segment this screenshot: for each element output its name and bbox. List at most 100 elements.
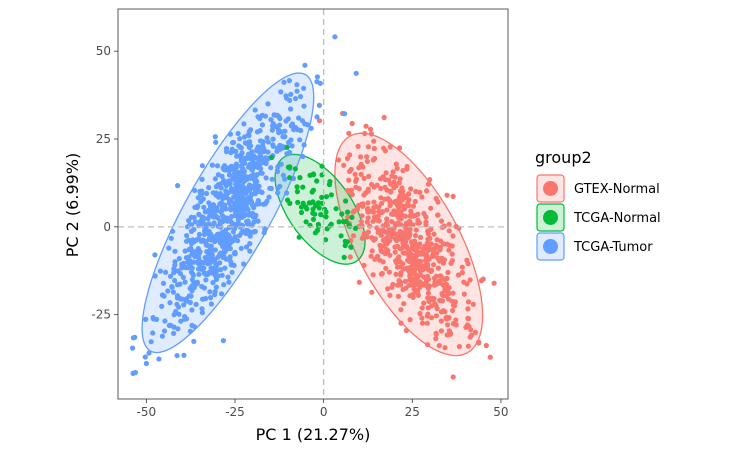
point-gtex-normal	[438, 309, 445, 315]
point-gtex-normal	[364, 219, 370, 225]
point-tcga-tumor	[199, 191, 205, 197]
point-tcga-tumor	[263, 160, 269, 167]
point-gtex-normal	[459, 270, 465, 276]
point-tcga-tumor	[184, 233, 190, 239]
point-tcga-tumor	[249, 149, 255, 155]
point-gtex-normal	[425, 181, 432, 187]
point-tcga-tumor	[241, 185, 247, 191]
point-gtex-normal	[392, 249, 398, 255]
point-tcga-tumor	[222, 249, 228, 255]
point-tcga-tumor	[214, 207, 220, 213]
point-tcga-tumor	[203, 277, 209, 283]
point-tcga-tumor	[228, 149, 234, 156]
point-gtex-normal	[405, 257, 411, 263]
point-tcga-tumor	[248, 161, 254, 167]
point-tcga-tumor	[289, 143, 295, 149]
point-gtex-normal	[371, 138, 377, 144]
legend-label: GTEX-Normal	[574, 182, 660, 197]
x-axis-ticks: -50 -25 0 25 50	[137, 399, 509, 419]
point-tcga-tumor	[247, 248, 253, 254]
point-tcga-tumor	[176, 256, 182, 262]
legend: group2 GTEX-Normal TCGA-Normal TCGA-Tumor	[535, 148, 661, 261]
point-tcga-tumor	[259, 170, 265, 176]
point-gtex-normal	[448, 260, 454, 266]
point-tcga-tumor	[287, 97, 293, 103]
point-gtex-normal	[393, 259, 399, 265]
point-gtex-normal	[384, 216, 390, 222]
point-tcga-tumor	[210, 223, 216, 229]
point-gtex-normal	[396, 278, 402, 284]
point-tcga-tumor	[242, 160, 248, 166]
point-gtex-normal	[388, 189, 394, 195]
point-gtex-normal	[384, 241, 390, 247]
point-gtex-normal	[417, 189, 423, 195]
point-gtex-normal	[438, 328, 444, 334]
point-tcga-tumor	[166, 322, 172, 329]
point-tcga-tumor	[197, 264, 203, 270]
point-gtex-normal	[346, 177, 352, 183]
point-tcga-tumor	[257, 162, 263, 168]
point-gtex-normal	[407, 317, 413, 323]
point-gtex-normal	[414, 277, 420, 283]
point-tcga-tumor	[187, 328, 193, 334]
point-tcga-tumor	[206, 185, 212, 191]
point-tcga-tumor	[181, 302, 187, 308]
point-gtex-normal	[431, 231, 437, 237]
point-tcga-tumor	[262, 201, 268, 207]
point-gtex-normal	[395, 282, 401, 288]
point-tcga-tumor	[199, 283, 205, 290]
point-tcga-tumor	[302, 62, 308, 68]
point-tcga-normal	[342, 242, 348, 249]
point-tcga-tumor	[161, 293, 167, 299]
point-gtex-normal	[410, 291, 416, 298]
point-gtex-normal	[406, 218, 412, 225]
point-tcga-normal	[316, 205, 322, 211]
point-gtex-normal	[451, 320, 457, 327]
point-tcga-tumor	[274, 168, 281, 175]
point-tcga-tumor	[231, 175, 237, 181]
point-gtex-normal	[404, 166, 410, 172]
point-gtex-normal	[372, 256, 378, 262]
point-gtex-normal	[450, 307, 456, 314]
point-tcga-tumor	[175, 326, 181, 332]
point-gtex-normal	[356, 165, 362, 171]
point-tcga-tumor	[182, 248, 188, 254]
point-gtex-normal	[359, 235, 365, 241]
point-tcga-normal	[312, 230, 318, 236]
point-tcga-tumor	[238, 157, 244, 163]
point-gtex-normal	[435, 212, 441, 218]
point-tcga-tumor	[266, 194, 272, 200]
point-tcga-tumor	[218, 267, 224, 273]
point-tcga-tumor	[269, 176, 275, 182]
point-gtex-normal	[384, 220, 390, 226]
point-gtex-normal	[383, 265, 389, 271]
point-gtex-normal	[412, 198, 418, 205]
point-tcga-normal	[323, 209, 329, 215]
point-gtex-normal	[398, 222, 404, 228]
point-gtex-normal	[368, 208, 374, 214]
point-gtex-normal	[345, 187, 351, 194]
point-tcga-normal	[319, 194, 325, 200]
point-gtex-normal	[429, 246, 435, 253]
point-gtex-normal	[394, 222, 400, 228]
point-tcga-normal	[349, 214, 355, 220]
point-gtex-normal	[363, 123, 369, 129]
point-tcga-tumor	[189, 307, 195, 313]
point-tcga-tumor	[241, 198, 247, 205]
point-gtex-normal	[398, 212, 404, 218]
point-gtex-normal	[433, 195, 439, 202]
point-tcga-tumor	[198, 199, 204, 205]
point-tcga-normal	[285, 197, 291, 203]
point-tcga-tumor	[241, 134, 248, 140]
point-tcga-tumor	[188, 245, 194, 251]
point-tcga-tumor	[284, 190, 290, 196]
point-gtex-normal	[349, 191, 355, 197]
point-tcga-tumor	[268, 165, 274, 171]
point-gtex-normal	[450, 233, 456, 239]
point-tcga-tumor	[241, 121, 247, 127]
point-tcga-tumor	[207, 213, 213, 219]
point-tcga-normal	[315, 221, 321, 227]
point-gtex-normal	[421, 243, 428, 250]
point-gtex-normal	[364, 158, 370, 164]
point-tcga-normal	[314, 178, 320, 184]
